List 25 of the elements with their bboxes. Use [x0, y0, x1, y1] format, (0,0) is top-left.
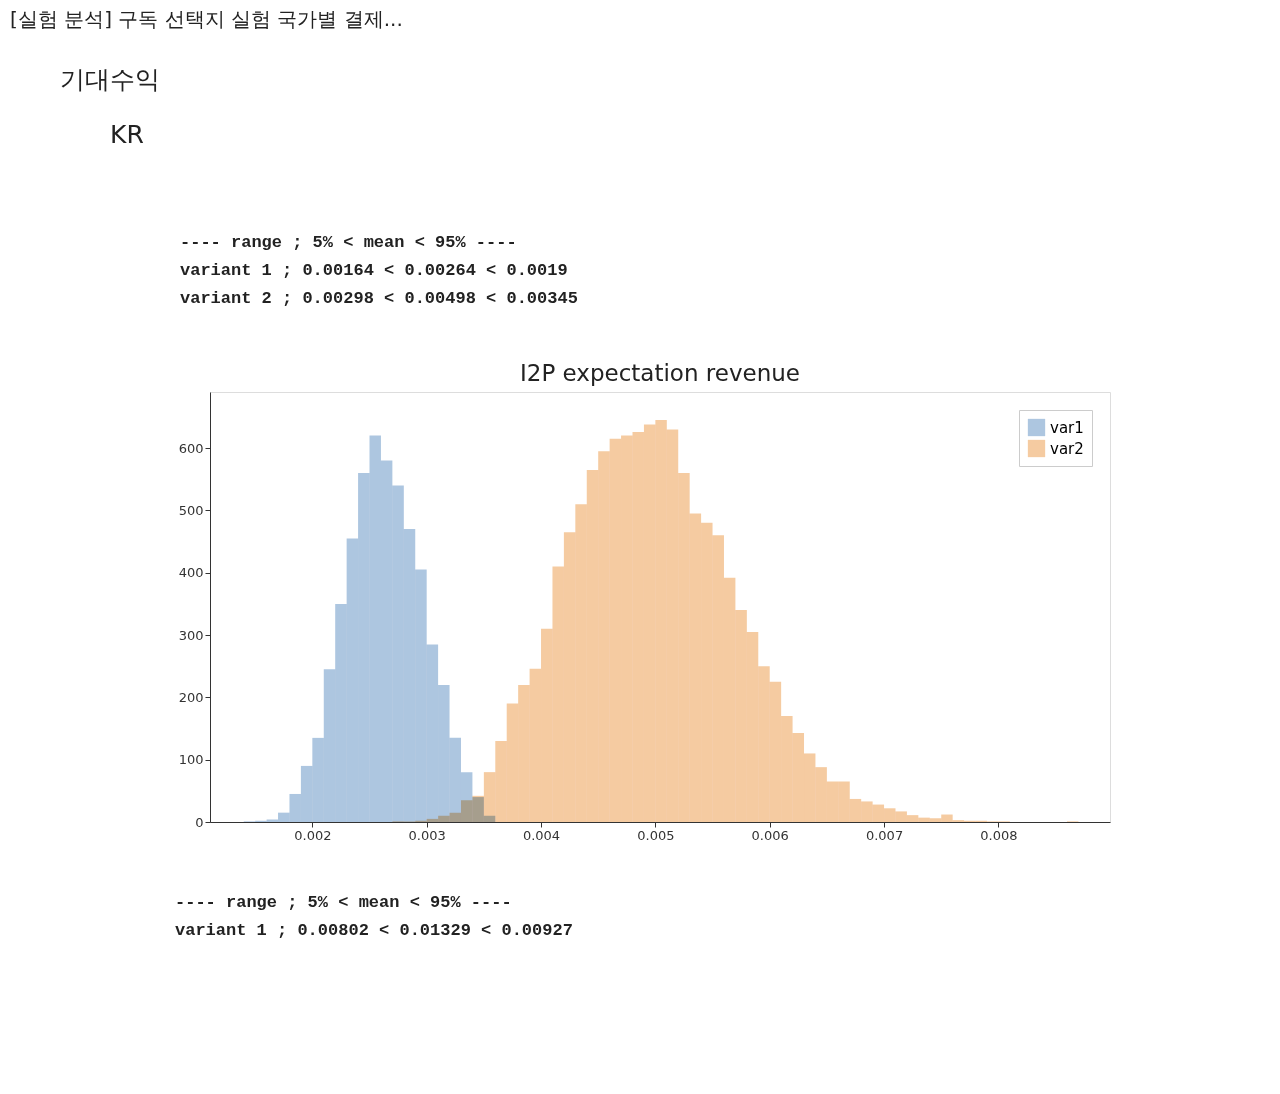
chart-title: I2P expectation revenue [520, 360, 800, 386]
text: variant 2 ; 0.00298 < 0.00498 < 0.00345 [180, 289, 578, 308]
y-tick-label: 200 [178, 689, 204, 705]
y-tick-label: 500 [178, 502, 204, 518]
y-tick-label: 600 [178, 440, 204, 456]
x-tick-label: 0.006 [751, 827, 789, 843]
legend-label: var1 [1050, 418, 1084, 437]
legend-label: var2 [1050, 439, 1084, 458]
y-tick-label: 300 [178, 627, 204, 643]
text: [실험 분석] 구독 선택지 실험 국가별 결제... [10, 7, 403, 31]
y-tick-label: 400 [178, 565, 204, 581]
text: variant 1 ; 0.00802 < 0.01329 < 0.00927 [175, 921, 573, 940]
x-tick-label: 0.002 [294, 827, 332, 843]
text: variant 1 ; 0.00164 < 0.00264 < 0.0019 [180, 261, 568, 280]
text: 기대수익 [60, 65, 160, 94]
x-tick-label: 0.007 [865, 827, 904, 843]
x-tick-label: 0.005 [637, 827, 675, 843]
x-tick-label: 0.008 [980, 827, 1018, 843]
x-tick-label: 0.003 [408, 827, 446, 843]
text: KR [110, 120, 144, 149]
x-tick-label: 0.004 [522, 827, 561, 843]
text: ---- range ; 5% < mean < 95% ---- [175, 893, 512, 912]
y-tick-label: 100 [178, 752, 204, 768]
y-tick-label: 0 [195, 814, 204, 830]
text: ---- range ; 5% < mean < 95% ---- [180, 233, 517, 252]
